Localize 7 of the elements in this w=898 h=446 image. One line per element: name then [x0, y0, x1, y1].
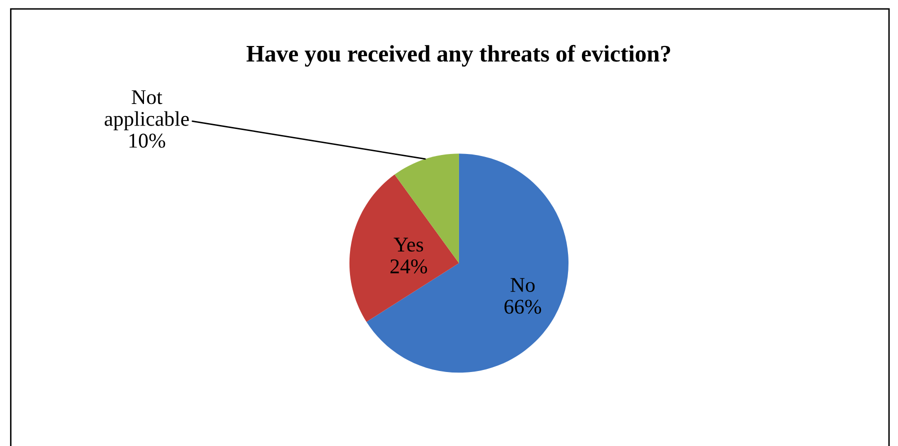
slice-label: Not applicable — [104, 90, 189, 130]
chart-title: Have you received any threats of eviction? — [246, 44, 670, 67]
data-label: 10% — [130, 134, 166, 148]
slice-label: Yes — [394, 238, 424, 252]
slice-label: No — [510, 278, 535, 292]
data-label: 24% — [390, 259, 428, 274]
data-label: 66% — [504, 300, 542, 314]
